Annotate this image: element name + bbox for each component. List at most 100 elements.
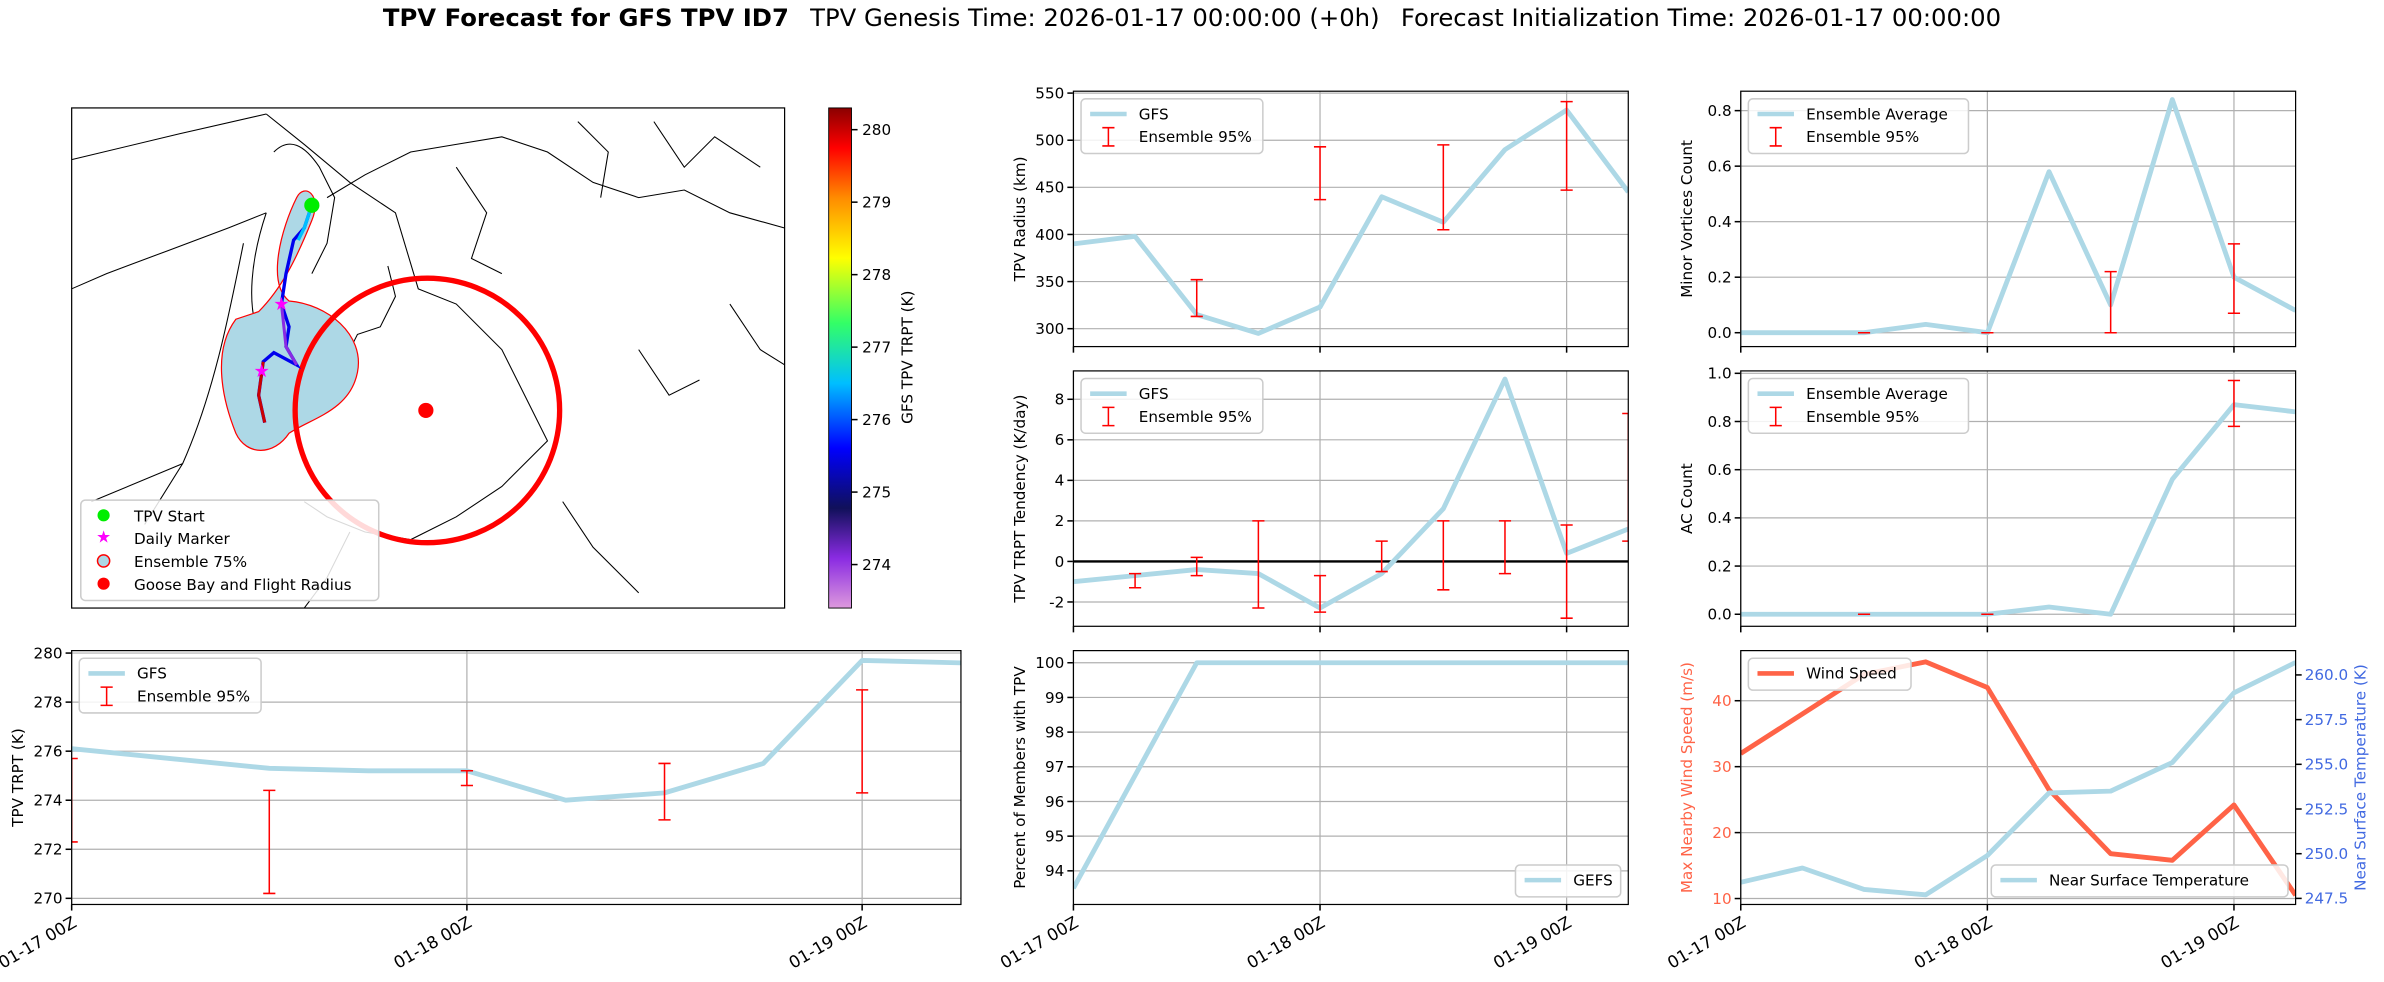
y-tick-label: 96	[1045, 793, 1064, 811]
error-bar	[1313, 574, 1327, 613]
error-bar	[1375, 540, 1388, 573]
title-init: Forecast Initialization Time: 2026-01-17…	[1401, 3, 2001, 32]
y2-tick-label: 260.0	[2305, 666, 2348, 684]
y-tick-label: 0.6	[1707, 157, 1731, 175]
y-tick-label: 276	[34, 742, 63, 760]
y2-tick-label: 255.0	[2305, 756, 2348, 774]
legend-label: Ensemble Average	[1806, 385, 1948, 403]
y-axis-label: TPV TRPT Tendency (K/day)	[1011, 395, 1029, 604]
error-bar	[1252, 520, 1265, 609]
legend-marker: ★	[96, 527, 111, 547]
y2-axis-label: Near Surface Temperature (K)	[2352, 664, 2370, 891]
tpv-track	[296, 204, 314, 241]
y-tick-label: 30	[1712, 758, 1731, 776]
legend-marker	[97, 509, 110, 522]
series-line	[1740, 97, 2296, 336]
x-tick-label: 01-18 00Z	[390, 912, 475, 973]
y-tick-label: 98	[1045, 723, 1064, 741]
x-tick-label: 01-19 00Z	[1490, 912, 1575, 973]
tpv-track	[279, 303, 298, 366]
error-bar	[1190, 278, 1203, 318]
ensemble-75	[220, 190, 360, 451]
y-tick-label: 0.2	[1707, 269, 1731, 287]
y-tick-label: 0.4	[1707, 213, 1731, 231]
legend-marker	[96, 554, 111, 568]
colorbar-tick-label: 275	[862, 483, 891, 501]
y-tick-label: 99	[1045, 689, 1064, 707]
figure-title: TPV Forecast for GFS TPV ID7 TPV Genesis …	[383, 3, 2001, 32]
error-bar	[1128, 572, 1142, 589]
y-axis-label: AC Count	[1678, 463, 1696, 534]
y-tick-label: 4	[1055, 472, 1065, 490]
error-bar	[71, 757, 78, 843]
legend-swatch	[1769, 126, 1782, 147]
legend-label: Ensemble Average	[1806, 105, 1948, 123]
panel: 0.0 0.2 0.4 0.6 0.8 Minor Vortices Count Ensem…	[1678, 90, 2297, 353]
panel: 10 20 30 40 247.5 250.0 252.5 255.0 257.5 260.0 01…	[1664, 650, 2370, 973]
error-bar	[1437, 520, 1450, 591]
axes-frame	[1072, 370, 1629, 627]
axes-frame	[1072, 650, 1629, 906]
y-tick-label: 0.8	[1707, 102, 1731, 120]
legend-label: Daily Marker	[134, 530, 231, 548]
colorbar-tick-label: 280	[862, 121, 891, 139]
series-line	[1073, 107, 1629, 336]
y-tick-label: 100	[1035, 654, 1064, 672]
x-tick-label: 01-17 00Z	[0, 912, 80, 973]
y-tick-label: 550	[1035, 84, 1064, 102]
y-tick-label: 0.6	[1707, 461, 1731, 479]
x-tick-label: 01-19 00Z	[785, 912, 870, 973]
legend-label: Ensemble 75%	[134, 553, 247, 571]
y-tick-label: 400	[1035, 226, 1064, 244]
colorbar-tick-label: 278	[862, 266, 891, 284]
y-tick-label: 0.8	[1707, 413, 1731, 431]
y-axis-label: Max Nearby Wind Speed (m/s)	[1678, 662, 1696, 893]
daily-marker: ★	[254, 361, 270, 382]
colorbar-tick-label: 279	[862, 193, 891, 211]
x-tick-label: 01-18 00Z	[1910, 912, 1995, 973]
legend-label: GEFS	[1573, 871, 1612, 889]
daily-marker: ★	[273, 294, 289, 315]
panel: 270 272 274 276 278 280 01-17 00Z 01-18 00Z 01-1…	[0, 644, 962, 973]
series-line	[71, 657, 961, 803]
y-tick-label: 300	[1035, 320, 1064, 338]
plot-area	[1740, 659, 2296, 898]
legend-swatch	[1102, 406, 1115, 427]
legend-box	[1514, 864, 1622, 898]
colorbar-tick-label: 274	[862, 556, 891, 574]
map-legend: ★ TPV Start Daily Marker Ensemble 75% Go…	[80, 499, 380, 602]
plot-area	[1073, 660, 1629, 890]
goose-bay	[418, 402, 434, 419]
axes-frame	[1072, 90, 1629, 348]
error-bar	[1560, 100, 1573, 191]
series-line	[1740, 660, 2296, 898]
legend-swatch	[1102, 126, 1115, 147]
plot-area	[1740, 379, 2296, 617]
legend-box	[80, 499, 380, 602]
axes-frame	[1740, 650, 2297, 906]
plot-area	[1073, 376, 1629, 619]
tpv-start	[304, 197, 320, 213]
y-axis-label: Percent of Members with TPV	[1011, 666, 1029, 889]
panel: 300 350 400 450 500 550 TPV Radius (km) GFS Ense…	[1011, 84, 1629, 353]
axes-frame	[71, 650, 962, 906]
error-bar	[1190, 556, 1203, 577]
legend-label: GFS	[1139, 105, 1169, 123]
plot-area	[1740, 97, 2296, 336]
y-tick-label: 8	[1055, 391, 1065, 409]
y-tick-label: 97	[1045, 758, 1064, 776]
y2-tick-label: 252.5	[2305, 800, 2348, 818]
panel: 94 95 96 97 98 99 100 01-17 00Z 01-18 00Z 01-19 0…	[996, 650, 1629, 973]
error-bar	[460, 770, 473, 787]
error-bar	[1498, 520, 1512, 575]
series-line	[1740, 402, 2296, 617]
legend-label: Goose Bay and Flight Radius	[134, 576, 352, 594]
error-bar	[2104, 270, 2117, 334]
plot-area	[1073, 100, 1629, 336]
colorbar-tick-label: 276	[862, 411, 891, 429]
y-tick-label: 40	[1712, 692, 1731, 710]
map-content: ★ ★	[71, 113, 785, 609]
legend-box	[1747, 377, 1970, 434]
y-tick-label: 0.0	[1707, 606, 1731, 624]
y-tick-label: 500	[1035, 132, 1064, 150]
